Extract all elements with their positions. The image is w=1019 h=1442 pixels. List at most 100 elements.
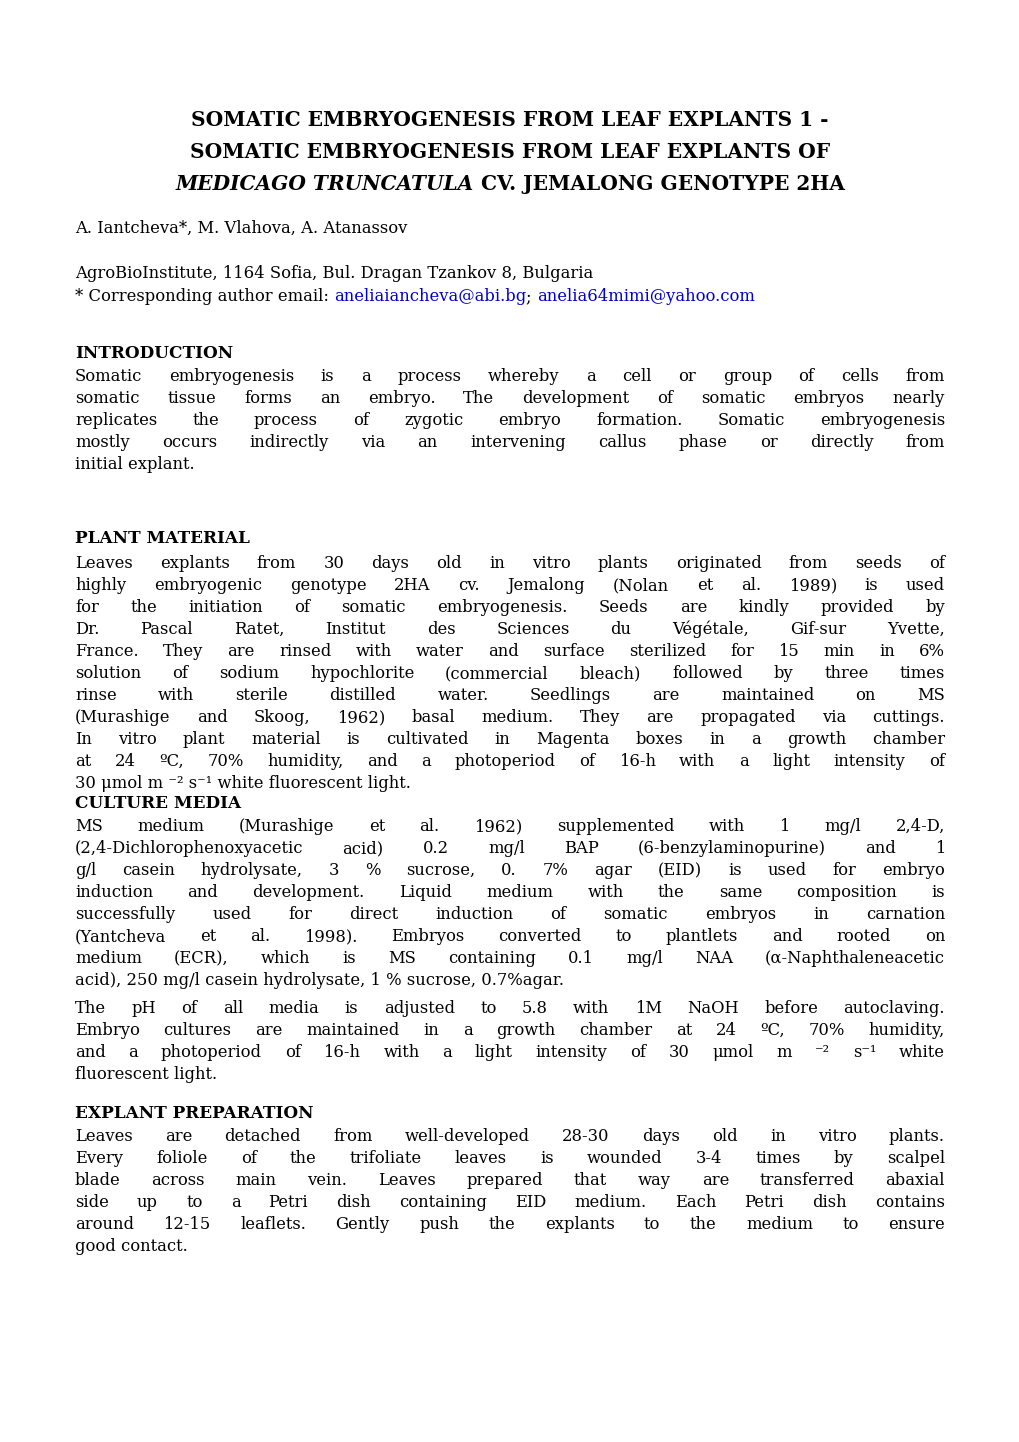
Text: * Corresponding author email:: * Corresponding author email: (75, 288, 334, 306)
Text: 2HA: 2HA (393, 577, 430, 594)
Text: 1: 1 (779, 818, 789, 835)
Text: ºC,: ºC, (759, 1022, 785, 1040)
Text: initial explant.: initial explant. (75, 456, 195, 473)
Text: cultures: cultures (163, 1022, 231, 1040)
Text: 0.1: 0.1 (568, 950, 593, 968)
Text: 1962): 1962) (474, 818, 522, 835)
Text: somatic: somatic (700, 389, 765, 407)
Text: a: a (128, 1044, 139, 1061)
Text: by: by (924, 598, 944, 616)
Text: plants.: plants. (889, 1128, 944, 1145)
Text: old: old (436, 555, 462, 572)
Text: Embryos: Embryos (391, 929, 464, 945)
Text: hypochlorite: hypochlorite (310, 665, 414, 682)
Text: ;: ; (526, 288, 537, 306)
Text: SOMATIC EMBRYOGENESIS FROM LEAF EXPLANTS OF: SOMATIC EMBRYOGENESIS FROM LEAF EXPLANTS… (190, 141, 829, 162)
Text: callus: callus (597, 434, 646, 451)
Text: development: development (522, 389, 629, 407)
Text: chamber: chamber (871, 731, 944, 748)
Text: in: in (423, 1022, 438, 1040)
Text: embryogenesis: embryogenesis (819, 412, 944, 430)
Text: boxes: boxes (635, 731, 683, 748)
Text: 30 μmol m ⁻² s⁻¹ white fluorescent light.: 30 μmol m ⁻² s⁻¹ white fluorescent light… (75, 774, 411, 792)
Text: chamber: chamber (579, 1022, 651, 1040)
Text: are: are (227, 643, 255, 660)
Text: highly: highly (75, 577, 126, 594)
Text: material: material (251, 731, 320, 748)
Text: in: in (769, 1128, 785, 1145)
Text: for: for (75, 598, 99, 616)
Text: the: the (488, 1216, 515, 1233)
Text: of: of (353, 412, 369, 430)
Text: to: to (480, 999, 496, 1017)
Text: vein.: vein. (308, 1172, 347, 1190)
Text: with: with (573, 999, 609, 1017)
Text: light: light (474, 1044, 513, 1061)
Text: of: of (656, 389, 673, 407)
Text: trifoliate: trifoliate (350, 1151, 422, 1167)
Text: Végétale,: Végétale, (672, 622, 749, 639)
Text: by: by (772, 665, 793, 682)
Text: 12-15: 12-15 (163, 1216, 211, 1233)
Text: light: light (771, 753, 809, 770)
Text: maintained: maintained (720, 686, 813, 704)
Text: with: with (708, 818, 744, 835)
Text: (α-Naphthaleneacetic: (α-Naphthaleneacetic (764, 950, 944, 968)
Text: nearly: nearly (892, 389, 944, 407)
Text: (ECR),: (ECR), (174, 950, 228, 968)
Text: 1: 1 (933, 841, 944, 857)
Text: solution: solution (75, 665, 141, 682)
Text: m: m (775, 1044, 792, 1061)
Text: NAA: NAA (694, 950, 733, 968)
Text: sucrose,: sucrose, (406, 862, 475, 880)
Text: min: min (822, 643, 854, 660)
Text: sterile: sterile (235, 686, 288, 704)
Text: They: They (163, 643, 203, 660)
Text: intensity: intensity (833, 753, 905, 770)
Text: composition: composition (796, 884, 897, 901)
Text: and: and (488, 643, 519, 660)
Text: 0.: 0. (500, 862, 517, 880)
Text: 16-h: 16-h (618, 753, 655, 770)
Text: white: white (898, 1044, 944, 1061)
Text: carnation: carnation (865, 906, 944, 923)
Text: group: group (722, 368, 771, 385)
Text: The: The (75, 999, 106, 1017)
Text: 24: 24 (715, 1022, 736, 1040)
Text: adjusted: adjusted (383, 999, 454, 1017)
Text: mg/l: mg/l (487, 841, 524, 857)
Text: medium: medium (75, 950, 142, 968)
Text: induction: induction (75, 884, 153, 901)
Text: fluorescent light.: fluorescent light. (75, 1066, 217, 1083)
Text: explants: explants (160, 555, 229, 572)
Text: three: three (823, 665, 868, 682)
Text: or: or (678, 368, 696, 385)
Text: (6-benzylaminopurine): (6-benzylaminopurine) (637, 841, 825, 857)
Text: Yvette,: Yvette, (887, 622, 944, 637)
Text: times: times (755, 1151, 800, 1167)
Text: leaflets.: leaflets. (239, 1216, 306, 1233)
Text: (EID): (EID) (657, 862, 701, 880)
Text: of: of (928, 753, 944, 770)
Text: contains: contains (874, 1194, 944, 1211)
Text: main: main (235, 1172, 276, 1190)
Text: up: up (137, 1194, 158, 1211)
Text: surface: surface (543, 643, 604, 660)
Text: detached: detached (224, 1128, 301, 1145)
Text: g/l: g/l (75, 862, 96, 880)
Text: Institut: Institut (325, 622, 385, 637)
Text: the: the (289, 1151, 316, 1167)
Text: abaxial: abaxial (884, 1172, 944, 1190)
Text: ⁻²: ⁻² (814, 1044, 829, 1061)
Text: directly: directly (809, 434, 872, 451)
Text: dish: dish (336, 1194, 371, 1211)
Text: CV. JEMALONG GENOTYPE 2HA: CV. JEMALONG GENOTYPE 2HA (473, 174, 844, 195)
Text: BAP: BAP (564, 841, 598, 857)
Text: (Yantcheva: (Yantcheva (75, 929, 166, 945)
Text: and: and (771, 929, 802, 945)
Text: a: a (230, 1194, 240, 1211)
Text: the: the (192, 412, 219, 430)
Text: 15: 15 (777, 643, 799, 660)
Text: replicates: replicates (75, 412, 157, 430)
Text: originated: originated (676, 555, 761, 572)
